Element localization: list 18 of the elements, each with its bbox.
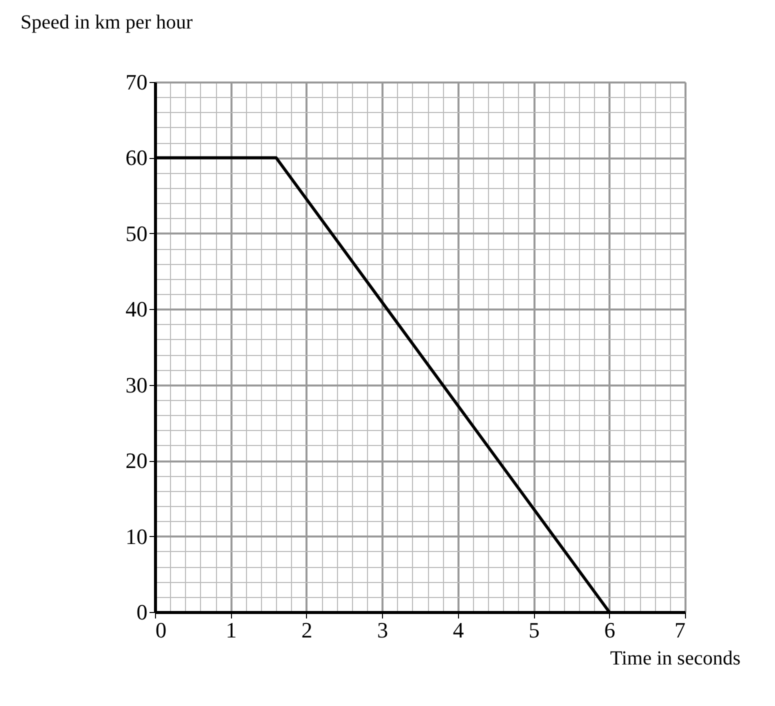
x-tick-label: 7 (674, 618, 686, 642)
y-tick-label: 60 (126, 145, 148, 170)
x-tick-label: 3 (377, 618, 388, 642)
x-tick-label: 2 (301, 618, 312, 642)
y-tick-label: 50 (126, 220, 148, 246)
y-tick-label: 70 (126, 70, 148, 94)
y-tick-label: 30 (126, 372, 148, 398)
y-tick-label: 40 (126, 296, 148, 322)
x-tick-label: 5 (528, 618, 540, 642)
y-tick-label: 10 (126, 524, 148, 549)
y-axis-title: Speed in km per hour (20, 12, 194, 34)
x-tick-label: 1 (226, 618, 237, 642)
x-axis-title: Time in seconds (610, 648, 741, 670)
x-tick-label: 6 (604, 618, 616, 642)
x-tick-label: 0 (156, 618, 166, 642)
y-tick-label: 0 (136, 600, 148, 624)
y-tick-label: 20 (126, 448, 148, 474)
x-tick-label: 4 (452, 618, 464, 642)
